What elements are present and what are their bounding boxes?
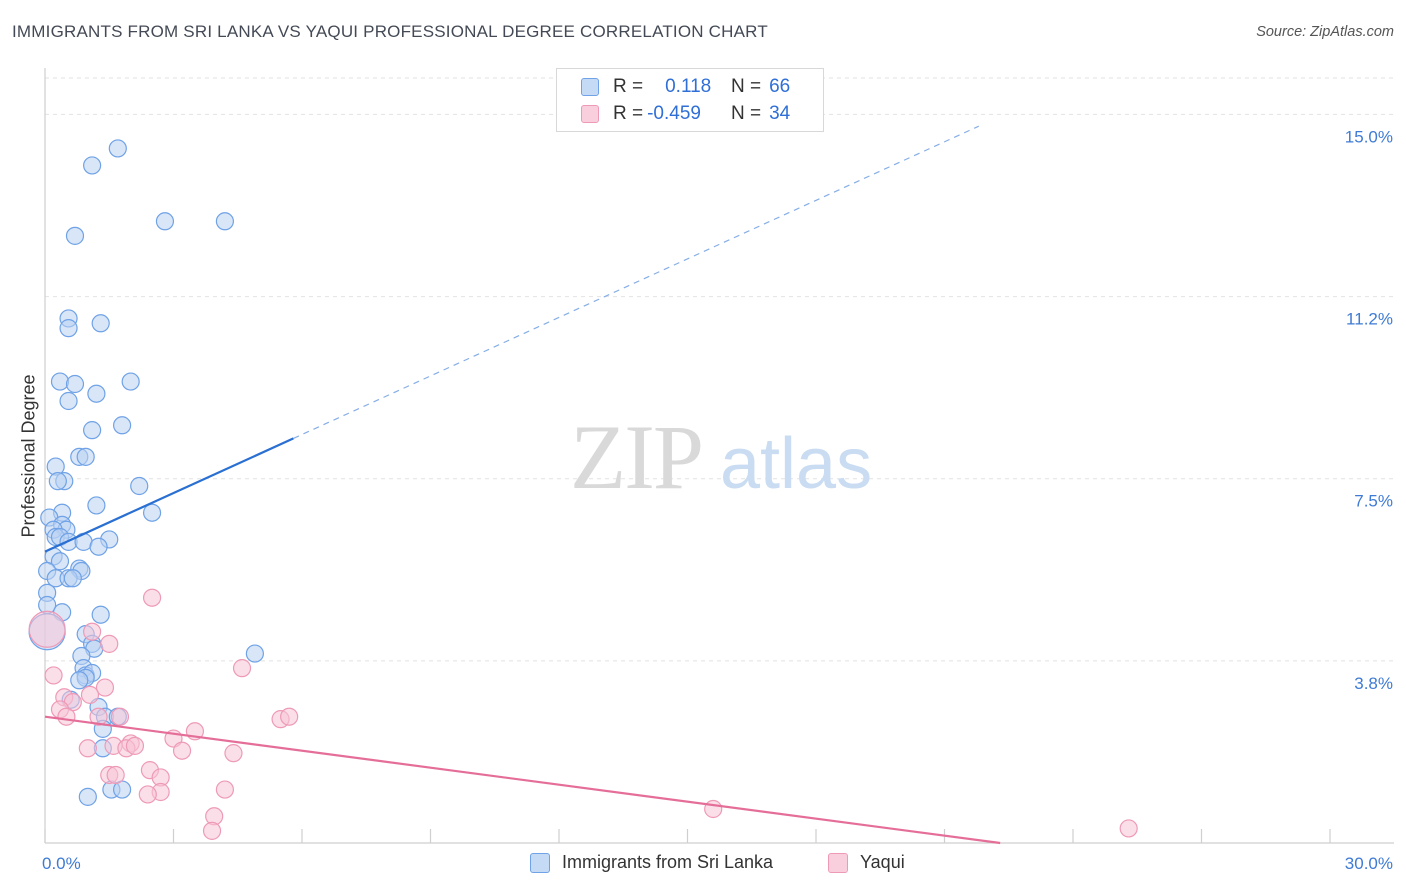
sri-lanka-point	[91, 314, 110, 333]
series-yaqui-points	[28, 588, 1138, 840]
legend-swatch-sri-lanka	[581, 78, 599, 96]
legend-r-value: -0.459	[647, 103, 701, 124]
yaqui-point	[704, 799, 723, 819]
yaqui-point	[215, 780, 234, 799]
y-axis-label: Professional Degree	[18, 374, 39, 538]
legend-n-value: 66	[769, 76, 791, 97]
sri-lanka-point	[70, 671, 89, 690]
yaqui-point	[28, 610, 66, 648]
sri-lanka-point	[215, 212, 234, 231]
sri-lanka-point	[65, 226, 85, 245]
legend-swatch-yaqui	[581, 105, 599, 123]
sri-lanka-point	[87, 384, 106, 403]
legend-row-yaqui: R = -0.459 N = 34	[581, 102, 790, 126]
series-name-sri-lanka: Immigrants from Sri Lanka	[562, 852, 774, 872]
sri-lanka-point	[112, 416, 132, 435]
sri-lanka-point	[142, 503, 162, 522]
legend-n-label: N =	[731, 103, 762, 124]
y-tick-label: 15.0%	[1345, 127, 1393, 146]
data-points	[28, 139, 1138, 840]
yaqui-point	[95, 678, 115, 697]
yaqui-point	[224, 744, 243, 763]
series-swatch-yaqui	[828, 852, 848, 873]
sri-lanka-point	[130, 476, 149, 496]
watermark-atlas: atlas	[720, 424, 872, 504]
gridlines	[45, 77, 1394, 662]
legend-r-label: R =	[613, 103, 644, 124]
sri-lanka-point	[48, 472, 67, 491]
sri-lanka-point	[83, 421, 102, 440]
yaqui-point	[142, 588, 162, 607]
sri-lanka-point	[155, 212, 175, 231]
y-tick-label: 3.8%	[1354, 674, 1393, 693]
sri-lanka-point	[121, 372, 140, 391]
watermark-zip: ZIP	[570, 406, 702, 508]
series-name-yaqui: Yaqui	[860, 852, 905, 872]
sri-lanka-point	[50, 372, 70, 391]
axes	[44, 68, 1394, 844]
yaqui-point	[80, 685, 100, 704]
yaqui-point	[110, 707, 130, 726]
yaqui-point	[280, 707, 299, 726]
watermark: ZIP atlas	[570, 406, 872, 508]
sri-lanka-point	[91, 605, 110, 624]
sri-lanka-point	[59, 391, 78, 411]
x-tick-label-min: 0.0%	[42, 854, 81, 873]
yaqui-point	[57, 707, 76, 726]
yaqui-point	[125, 736, 145, 755]
yaqui-point	[44, 666, 63, 685]
sri-lanka-point	[83, 156, 102, 175]
y-tick-label: 7.5%	[1354, 492, 1393, 511]
sri-lanka-point	[245, 644, 264, 663]
legend-row-sri-lanka: R = 0.118 N = 66	[581, 75, 790, 99]
series-legend-sri-lanka: Immigrants from Sri Lanka	[530, 852, 773, 873]
tick-labels: 3.8% 7.5% 11.2% 15.0% 0.0% 30.0%	[42, 127, 1393, 873]
sri-lanka-point	[78, 787, 97, 806]
sri-lanka-point	[50, 552, 70, 571]
sri-lanka-point	[65, 374, 85, 394]
yaqui-point	[138, 785, 157, 804]
legend-r-label: R =	[613, 76, 644, 97]
series-swatch-sri-lanka	[530, 852, 550, 873]
chart-title: IMMIGRANTS FROM SRI LANKA VS YAQUI PROFE…	[12, 22, 768, 41]
yaqui-point	[100, 634, 119, 653]
legend-n-label: N =	[731, 76, 762, 97]
sri-lanka-point	[76, 447, 95, 466]
yaqui-point	[202, 821, 222, 840]
yaqui-point	[232, 659, 252, 678]
legend-n-value: 34	[769, 103, 791, 124]
sri-lanka-point	[89, 537, 108, 556]
sri-lanka-point	[87, 496, 106, 515]
series-legend-yaqui: Yaqui	[828, 852, 905, 873]
sri-lanka-point	[108, 139, 127, 158]
correlation-legend: R = 0.118 N = 66 R = -0.459 N = 34	[556, 68, 824, 132]
chart-source: Source: ZipAtlas.com	[1256, 24, 1394, 40]
y-tick-label: 11.2%	[1346, 310, 1393, 329]
yaqui-point	[1119, 819, 1138, 838]
sri-lanka-trend-line	[44, 437, 294, 553]
sri-lanka-point	[63, 569, 82, 588]
legend-r-value: 0.118	[665, 76, 712, 97]
yaqui-point	[89, 707, 108, 726]
yaqui-trend-line	[44, 715, 1001, 845]
yaqui-point	[172, 741, 192, 760]
series-legend: Immigrants from Sri Lanka Yaqui	[0, 852, 1406, 878]
x-tick-label-max: 30.0%	[1345, 854, 1393, 873]
sri-lanka-trend-extension	[293, 125, 980, 439]
yaqui-point	[78, 739, 97, 758]
sri-lanka-point	[59, 319, 78, 338]
yaqui-point	[83, 622, 102, 641]
trend-lines	[44, 125, 1001, 845]
yaqui-point	[106, 765, 125, 785]
